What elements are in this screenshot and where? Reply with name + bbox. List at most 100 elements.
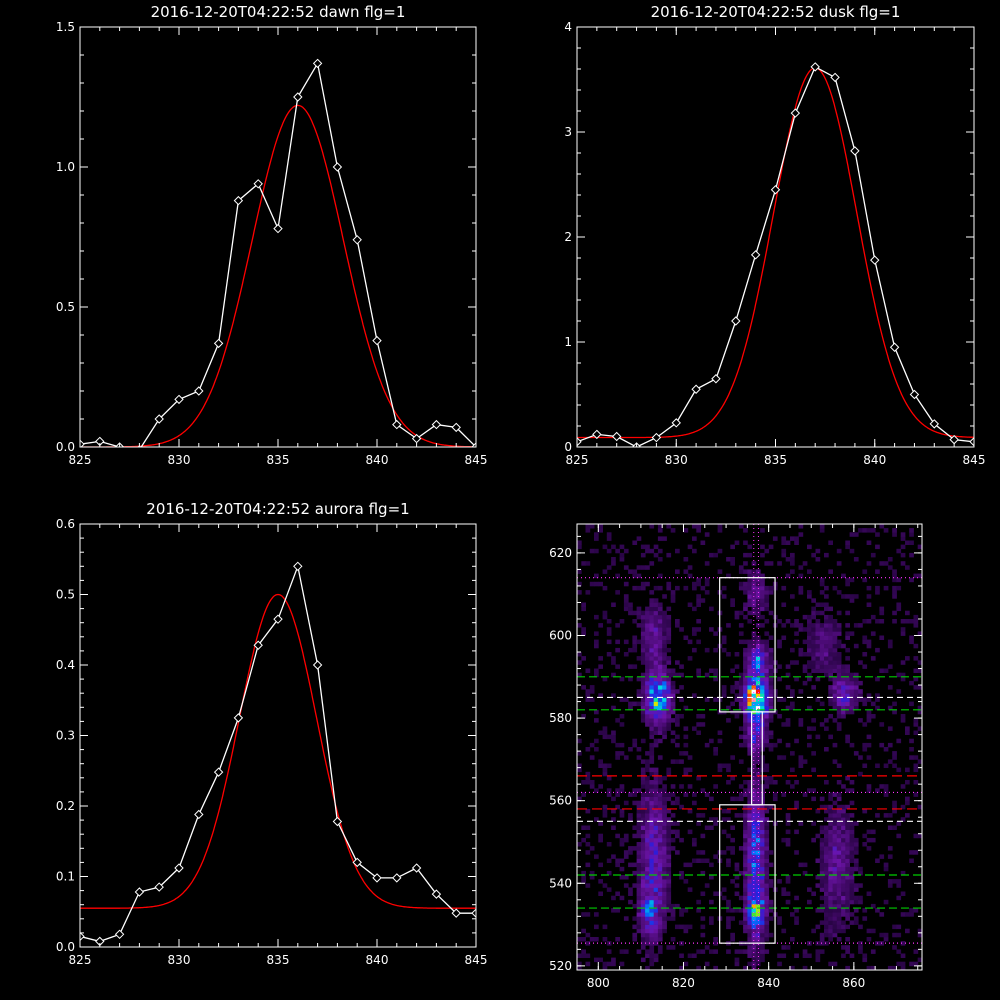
- heatmap-cell: [751, 577, 757, 583]
- heatmap-cell: [828, 858, 833, 863]
- heatmap-cell: [683, 734, 689, 740]
- heatmap-cell: [760, 833, 765, 839]
- heatmap-cell: [862, 528, 868, 533]
- data-point-marker: [233, 713, 244, 723]
- heatmap-cell: [602, 813, 608, 818]
- heatmap-cell: [713, 647, 718, 653]
- heatmap-cell: [764, 899, 770, 905]
- heatmap-cell: [751, 647, 757, 653]
- heatmap-cell: [862, 722, 868, 727]
- heatmap-cell: [794, 631, 799, 636]
- heatmap-cell: [794, 676, 799, 682]
- heatmap-cell: [662, 924, 667, 930]
- heatmap-cell: [662, 614, 667, 620]
- heatmap-cell: [619, 751, 625, 756]
- heatmap-cell: [824, 837, 829, 843]
- heatmap-cell: [615, 788, 620, 793]
- heatmap-cell: [679, 784, 684, 789]
- heatmap-cell: [704, 581, 710, 587]
- heatmap-cell: [905, 796, 910, 802]
- data-point-marker: [233, 195, 244, 206]
- heatmap-cell: [841, 903, 846, 909]
- heatmap-cell: [738, 701, 744, 707]
- heatmap-cell: [619, 895, 625, 901]
- heatmap-cell: [841, 887, 846, 892]
- plot-area: [80, 561, 476, 947]
- heatmap-cell: [832, 842, 838, 847]
- heatmap-cell: [828, 734, 833, 740]
- heatmap-cell: [764, 804, 770, 810]
- heatmap-cell: [836, 829, 842, 835]
- heatmap-cell: [785, 619, 791, 624]
- heatmap-cell: [611, 730, 616, 735]
- heatmap-cell: [683, 862, 689, 868]
- heatmap-cell: [657, 821, 663, 826]
- heatmap-cell: [645, 817, 650, 822]
- heatmap-cell: [692, 606, 697, 612]
- heatmap-cell: [615, 937, 620, 942]
- heatmap-cell: [653, 846, 659, 851]
- heatmap-cell: [645, 891, 650, 896]
- heatmap-cell: [743, 685, 748, 690]
- heatmap-cell: [790, 965, 795, 970]
- heatmap-cell: [649, 941, 655, 946]
- heatmap-cell: [632, 635, 638, 640]
- heatmap-cell: [785, 573, 791, 579]
- heatmap-cell: [645, 928, 650, 934]
- heatmap-cell: [892, 590, 897, 595]
- heatmap-cell: [721, 887, 727, 892]
- heatmap-cell: [747, 718, 753, 723]
- heatmap-cell: [819, 701, 825, 707]
- x-tick-label: 830: [168, 453, 191, 467]
- heatmap-cell: [619, 949, 625, 954]
- heatmap-cell: [738, 920, 744, 925]
- heatmap-cell: [645, 664, 650, 669]
- heatmap-cell: [615, 891, 620, 896]
- heatmap-cell: [790, 552, 795, 558]
- heatmap-cell: [824, 870, 829, 876]
- heatmap-cell: [755, 680, 761, 686]
- heatmap-cell: [743, 949, 748, 954]
- heatmap-cell: [755, 652, 761, 657]
- heatmap-cell: [755, 825, 761, 830]
- heatmap-cell: [909, 552, 914, 558]
- heatmap-cell: [632, 788, 638, 793]
- heatmap-cell: [657, 796, 663, 802]
- heatmap-cell: [862, 701, 868, 707]
- heatmap-cell: [760, 945, 765, 950]
- heatmap-cell: [653, 627, 659, 632]
- heatmap-cell: [845, 949, 850, 954]
- heatmap-cell: [657, 792, 663, 797]
- heatmap-cell: [662, 685, 667, 690]
- heatmap-cell: [815, 647, 821, 653]
- heatmap-cell: [807, 652, 812, 657]
- heatmap-cell: [849, 780, 855, 785]
- heatmap-cell: [721, 594, 727, 599]
- heatmap-cell: [602, 676, 608, 682]
- heatmap-cell: [845, 903, 850, 909]
- heatmap-cell: [764, 656, 770, 661]
- heatmap-cell: [632, 800, 638, 806]
- heatmap-cell: [768, 693, 774, 698]
- heatmap-cell: [900, 817, 906, 822]
- heatmap-cell: [657, 850, 663, 855]
- heatmap-cell: [743, 808, 748, 814]
- heatmap-cell: [760, 829, 765, 835]
- heatmap-cell: [628, 887, 633, 892]
- heatmap-cell: [645, 796, 650, 802]
- heatmap-cell: [734, 693, 740, 698]
- heatmap-cell: [858, 866, 863, 872]
- heatmap-cell: [836, 664, 842, 669]
- heatmap-cell: [662, 866, 667, 872]
- heatmap-cell: [692, 858, 697, 863]
- heatmap-cell: [772, 742, 778, 748]
- heatmap-cell: [747, 581, 753, 587]
- heatmap-cell: [657, 528, 663, 533]
- heatmap-cell: [917, 660, 922, 665]
- heatmap-cell: [636, 623, 642, 628]
- heatmap-cell: [675, 689, 680, 694]
- heatmap-cell: [679, 875, 684, 880]
- heatmap-cell: [653, 957, 659, 963]
- heatmap-cell: [832, 685, 838, 690]
- heatmap-cell: [760, 949, 765, 954]
